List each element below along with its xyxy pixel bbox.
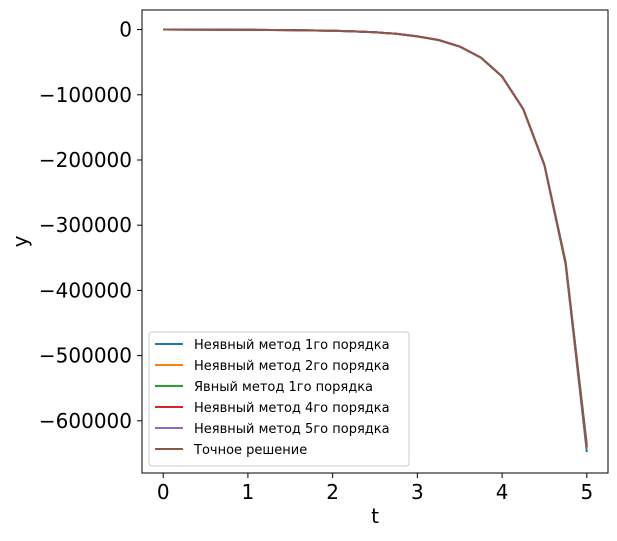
x-tick-label: 0 [157,480,170,504]
legend-label: Точное решение [193,443,307,458]
y-tick-label: 0 [119,18,132,42]
plot-frame [141,9,609,474]
y-tick-label: −300000 [39,213,132,237]
y-tick-label: −600000 [39,409,132,433]
legend-box [148,331,410,467]
y-tick-label: −100000 [39,83,132,107]
legend-label: Неявный метод 2го порядка [194,359,390,374]
x-tick-label: 1 [242,480,255,504]
legend-label: Неявный метод 5го порядка [194,422,390,437]
legend-label: Неявный метод 1го порядка [194,338,390,353]
x-tick-label: 5 [580,480,593,504]
x-tick-label: 2 [326,480,339,504]
series-line-6 [163,28,588,448]
y-tick-label: −500000 [39,344,132,368]
y-axis-label: y [8,235,32,247]
x-tick-label: 4 [496,480,509,504]
legend-label: Явный метод 1го порядка [194,380,373,395]
legend-label: Неявный метод 4го порядка [194,401,390,416]
y-tick-label: −200000 [39,148,132,172]
y-ticks: 0 −100000 −200000 −300000 −400000 −500000 −600… [39,18,142,433]
x-axis-label: t [371,504,379,528]
series-layer [163,28,588,453]
y-tick-label: −400000 [39,278,132,302]
x-ticks: 0 1 2 3 4 5 [157,473,593,504]
x-tick-label: 3 [411,480,424,504]
legend: Неявный метод 1го порядка Неявный метод 2… [148,331,410,467]
